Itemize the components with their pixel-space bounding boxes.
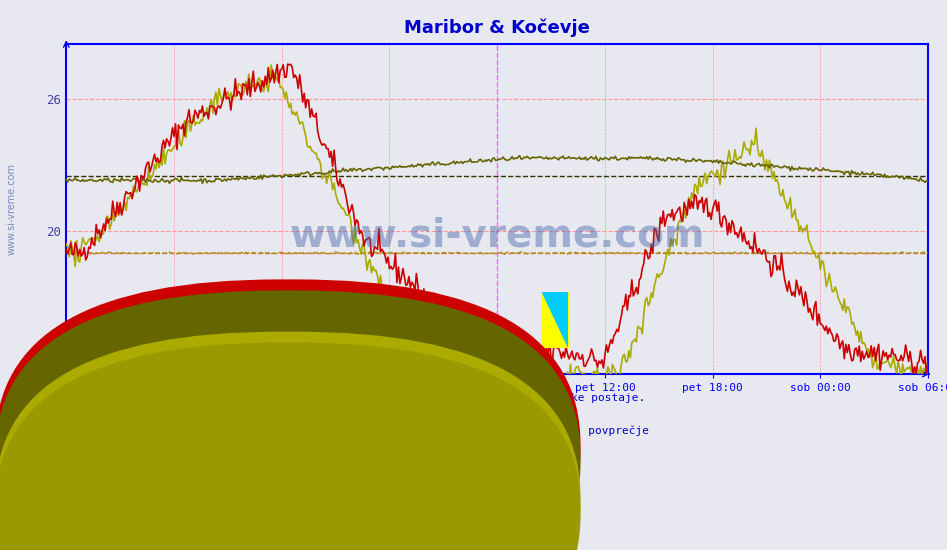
Text: 22.3        22.3       23.0       23.7: 22.3 22.3 23.0 23.7 — [38, 451, 301, 461]
Text: sedaj:    min.:     povpr.:    maks.:: sedaj: min.: povpr.: maks.: — [38, 481, 269, 492]
Text: www.si-vreme.com: www.si-vreme.com — [7, 163, 16, 255]
Text: ZGODOVINSKE IN TRENUTNE VREDNOSTI: ZGODOVINSKE IN TRENUTNE VREDNOSTI — [38, 468, 244, 478]
Text: sedaj:    min.:     povpr.:    maks.:: sedaj: min.: povpr.: maks.: — [38, 429, 269, 439]
Text: 14.0        14.0       20.3       27.5: 14.0 14.0 20.3 27.5 — [38, 440, 301, 450]
Text: www.si-vreme.com: www.si-vreme.com — [290, 216, 705, 255]
Text: Slovenija / vremenski podatki - avtomatske postaje.
zadnja dva dni / 5 minut.
Me: Slovenija / vremenski podatki - avtomats… — [298, 393, 649, 452]
Text: Kočevje: Kočevje — [279, 481, 327, 492]
Polygon shape — [543, 292, 568, 346]
Text: temp. zraka[C]: temp. zraka[C] — [301, 493, 388, 504]
Text: -nan       -nan       -nan       -nan: -nan -nan -nan -nan — [38, 503, 295, 514]
Title: Maribor & Kočevje: Maribor & Kočevje — [404, 18, 590, 37]
Text: ZGODOVINSKE IN TRENUTNE VREDNOSTI: ZGODOVINSKE IN TRENUTNE VREDNOSTI — [38, 415, 244, 426]
Text: temp. tal 30cm[C]: temp. tal 30cm[C] — [301, 452, 407, 463]
Text: Maribor: Maribor — [279, 429, 327, 439]
Text: temp. tal 30cm[C]: temp. tal 30cm[C] — [301, 504, 407, 515]
Text: temp. zraka[C]: temp. zraka[C] — [301, 441, 388, 452]
Text: 14.9        13.0       18.4       26.9: 14.9 13.0 18.4 26.9 — [38, 492, 301, 503]
